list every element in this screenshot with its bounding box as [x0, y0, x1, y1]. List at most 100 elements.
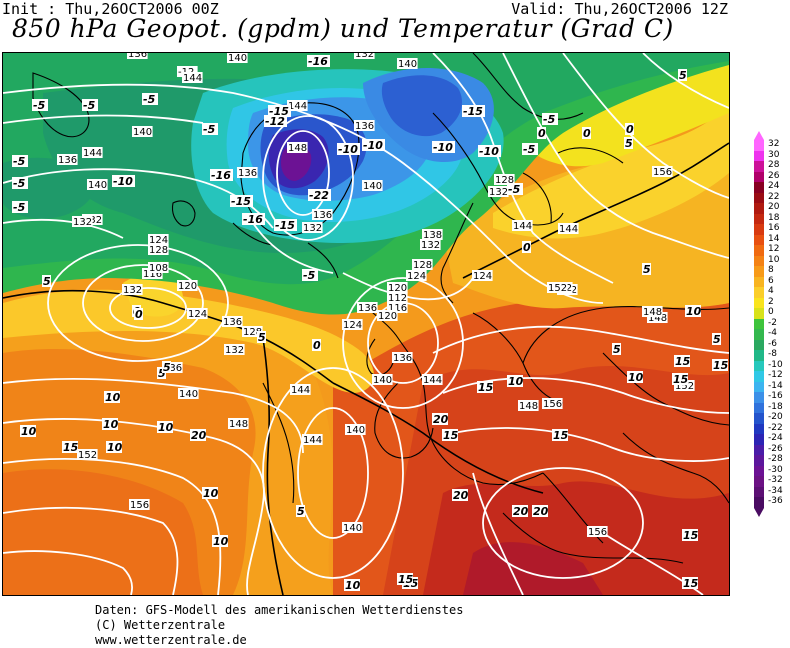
temperature-label: -5: [203, 123, 216, 136]
temperature-label: -5: [543, 113, 556, 126]
height-label-box: [132, 126, 153, 137]
temperature-label: 5: [613, 343, 621, 356]
legend-value: -28: [768, 454, 783, 464]
legend-entry: -36: [752, 496, 788, 508]
temperature-label: 10: [508, 375, 524, 388]
height-label-box: [177, 280, 198, 291]
temperature-label: 5: [163, 361, 171, 374]
height-label: 120: [378, 311, 397, 322]
legend-entry: 14: [752, 234, 788, 246]
height-label: 124: [407, 271, 426, 282]
height-label: 136: [163, 363, 182, 374]
temperature-label: -5: [13, 155, 26, 168]
height-label-box: [558, 223, 579, 234]
height-label: 128: [149, 245, 168, 256]
height-label: 144: [423, 375, 442, 386]
height-label-box: [642, 306, 663, 317]
height-label: 136: [355, 121, 374, 132]
footer-credits: Daten: GFS-Modell des amerikanischen Wet…: [95, 603, 463, 648]
temperature-label-box: [12, 201, 28, 213]
legend-entry: -4: [752, 328, 788, 340]
legend-value: -2: [768, 317, 777, 328]
legend-value: -26: [768, 443, 783, 454]
temperature-label: -10: [479, 145, 499, 158]
temperature-label-box: [42, 275, 51, 287]
legend-value: 26: [768, 170, 780, 181]
height-label: 136: [358, 303, 377, 314]
temperature-label: -15: [231, 195, 251, 208]
height-label: 132: [73, 217, 92, 228]
temperature-label: 0: [538, 127, 546, 140]
height-label-box: [72, 216, 93, 227]
height-label: 156: [543, 399, 562, 410]
temperature-label-box: [477, 381, 493, 393]
temperature-label-box: [162, 361, 171, 373]
temperature-label-box: [308, 189, 331, 201]
temperature-label-box: [104, 391, 120, 403]
legend-entry: -10: [752, 360, 788, 372]
legend-swatch: [754, 381, 764, 393]
legend-swatch: [754, 360, 764, 372]
height-label: 148: [229, 419, 248, 430]
temperature-label: -16: [211, 169, 231, 182]
legend-value: -32: [768, 475, 783, 485]
height-label-box: [345, 424, 366, 435]
height-label-box: [488, 186, 509, 197]
valid-time-label: Valid: Thu,26OCT2006 12Z: [511, 0, 728, 18]
legend-swatch: [754, 203, 764, 214]
height-label: 152: [78, 450, 97, 461]
height-label: 120: [178, 281, 197, 292]
height-label: 144: [291, 385, 310, 396]
height-label: 144: [559, 224, 578, 235]
legend-value: -6: [768, 338, 777, 349]
legend-value: -22: [768, 422, 783, 433]
legend-swatch: [754, 318, 764, 330]
legend-swatch: [754, 486, 764, 498]
legend-entry: 26: [752, 170, 788, 183]
legend-value: 22: [768, 191, 780, 202]
legend-entry: 12: [752, 244, 788, 256]
temperature-label-box: [542, 113, 558, 125]
temperature-label-box: [312, 339, 321, 351]
temperature-label-box: [478, 145, 501, 157]
legend-value: -24: [768, 433, 783, 443]
temperature-label: 5: [643, 263, 651, 276]
temperature-label-box: [242, 213, 265, 225]
height-label-box: [387, 302, 408, 313]
legend-entry: 4: [752, 286, 788, 298]
temperature-label-box: [157, 367, 166, 379]
legend-value: 4: [768, 286, 774, 296]
height-label-box: [354, 53, 375, 59]
temperature-label: 15: [478, 381, 494, 394]
temperature-label-box: [12, 155, 28, 167]
isotherm-zero-lines: [3, 142, 729, 595]
height-label: 136: [393, 353, 412, 364]
init-time-label: Init : Thu,26OCT2006 00Z: [2, 0, 219, 18]
height-label: 136: [58, 155, 77, 166]
temperature-label-box: [712, 359, 728, 371]
temperature-label-box: [302, 269, 318, 281]
temperature-label: -5: [13, 201, 26, 214]
height-label: 156: [130, 500, 149, 511]
height-label-box: [178, 388, 199, 399]
legend-value: 30: [768, 149, 780, 160]
legend-entry: 28: [752, 160, 788, 172]
height-label: 144: [83, 148, 102, 159]
height-label-box: [228, 418, 249, 429]
height-label-box: [512, 220, 533, 231]
legend-swatch: [754, 245, 764, 256]
temperature-label: 10: [21, 425, 37, 438]
legend-value: -36: [768, 496, 783, 506]
legend-value: 0: [768, 307, 774, 317]
legend-entry: -26: [752, 443, 788, 456]
height-label-box: [82, 147, 103, 158]
height-label: 152: [675, 381, 694, 392]
height-label: 140: [88, 180, 107, 191]
legend-entry: -34: [752, 486, 788, 498]
height-label: 156: [653, 167, 672, 178]
temperature-label-box: [512, 505, 528, 517]
legend-value: -18: [768, 401, 783, 412]
legend-entry: -28: [752, 454, 788, 466]
legend-top-arrow: [754, 131, 764, 140]
height-label-box: [162, 362, 183, 373]
